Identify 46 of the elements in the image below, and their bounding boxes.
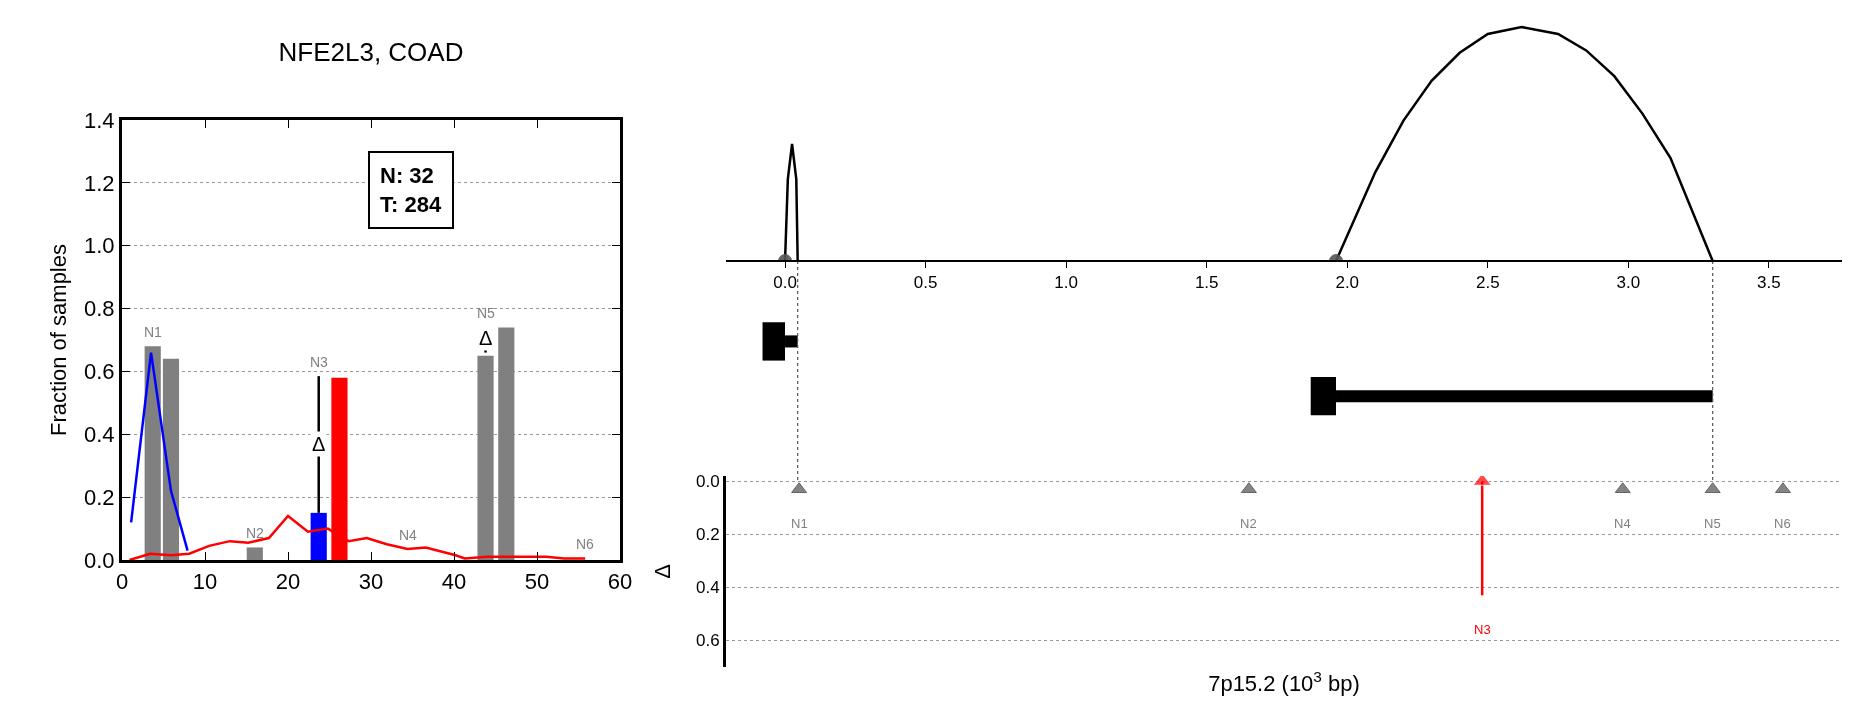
annotation: N2	[246, 525, 265, 541]
x-tick-label: 3.0	[1616, 273, 1641, 293]
y-tick-label: 0.2	[695, 525, 720, 545]
x-tick-label: 20	[275, 569, 301, 595]
annotation: N5	[1704, 516, 1721, 531]
x-tick-label: 0.5	[913, 273, 938, 293]
x-tick-label: 60	[607, 569, 633, 595]
annotation: N4	[1614, 516, 1631, 531]
y-axis-title: Fraction of samples	[45, 244, 71, 436]
y-tick-label: 0.8	[84, 296, 115, 322]
x-tick-label: 1.0	[1054, 273, 1078, 293]
x-axis-title: 7p15.2 (10$^{3}$ bp)	[1208, 667, 1360, 696]
annotation: N5	[477, 305, 496, 321]
annotation: N6	[576, 536, 595, 552]
annotation: N3	[310, 354, 329, 370]
annotation: N6	[1774, 516, 1791, 531]
y-tick-label: 0.6	[84, 359, 115, 385]
y-tick-label: 1.0	[84, 233, 115, 259]
x-tick-label: 2.5	[1475, 273, 1500, 293]
x-tick-label: 3.5	[1757, 273, 1781, 293]
annotation: N: 32 T: 284	[380, 163, 442, 217]
annotation: N2	[1240, 516, 1257, 531]
x-tick-label: 0.0	[773, 273, 797, 293]
y-tick-label: 0.6	[695, 631, 720, 651]
x-tick-label: 10	[192, 569, 218, 595]
annotation: N1	[144, 324, 163, 340]
y-tick-label: 1.2	[84, 170, 115, 196]
y-tick-label: 0.0	[695, 472, 720, 492]
x-tick-label: 50	[524, 569, 550, 595]
annotation: N1	[791, 516, 808, 531]
x-tick-label: 2.0	[1335, 273, 1360, 293]
x-tick-label: 0	[115, 569, 129, 595]
y-tick-label: 0.0	[84, 547, 115, 573]
y-tick-label: 0.2	[84, 484, 115, 510]
y-tick-label: 0.4	[84, 421, 115, 447]
chart-title: NFE2L3, COAD	[278, 37, 464, 68]
x-tick-label: 1.5	[1194, 273, 1219, 293]
annotation: N4	[399, 527, 418, 543]
y-tick-label: 0.4	[695, 578, 720, 598]
x-tick-label: 40	[441, 569, 467, 595]
annotation: Δ	[312, 433, 326, 455]
annotation: Δ	[479, 327, 493, 349]
annotation: N3	[1474, 622, 1491, 637]
x-tick-label: 30	[358, 569, 384, 595]
y-tick-label: 1.4	[84, 107, 115, 133]
y-axis-title: Δ	[649, 563, 675, 579]
